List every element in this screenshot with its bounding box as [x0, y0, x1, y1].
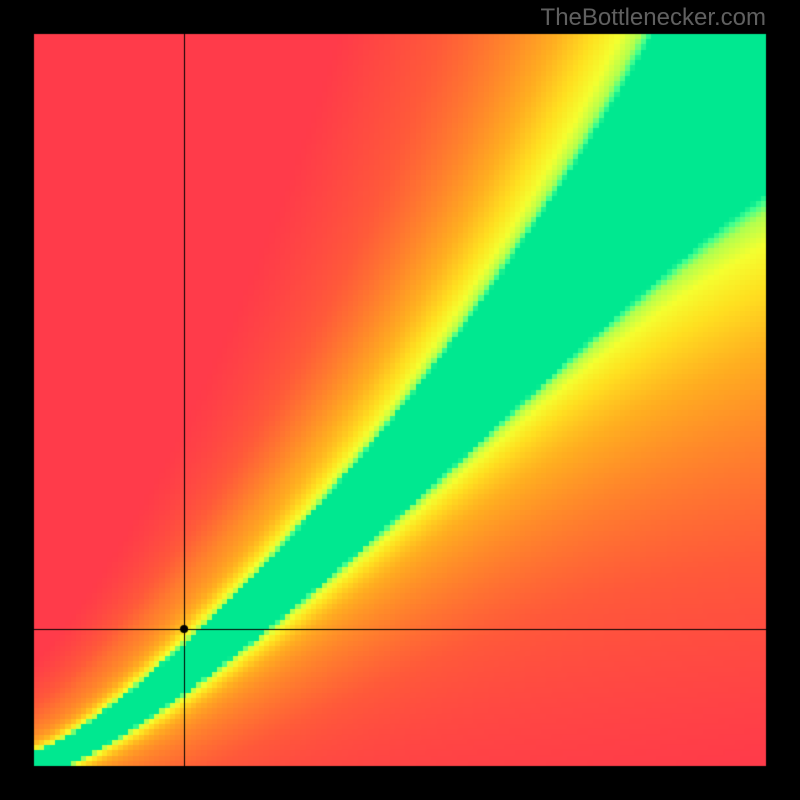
bottleneck-heatmap	[0, 0, 800, 800]
chart-container: TheBottlenecker.com	[0, 0, 800, 800]
watermark-text: TheBottlenecker.com	[541, 4, 766, 32]
